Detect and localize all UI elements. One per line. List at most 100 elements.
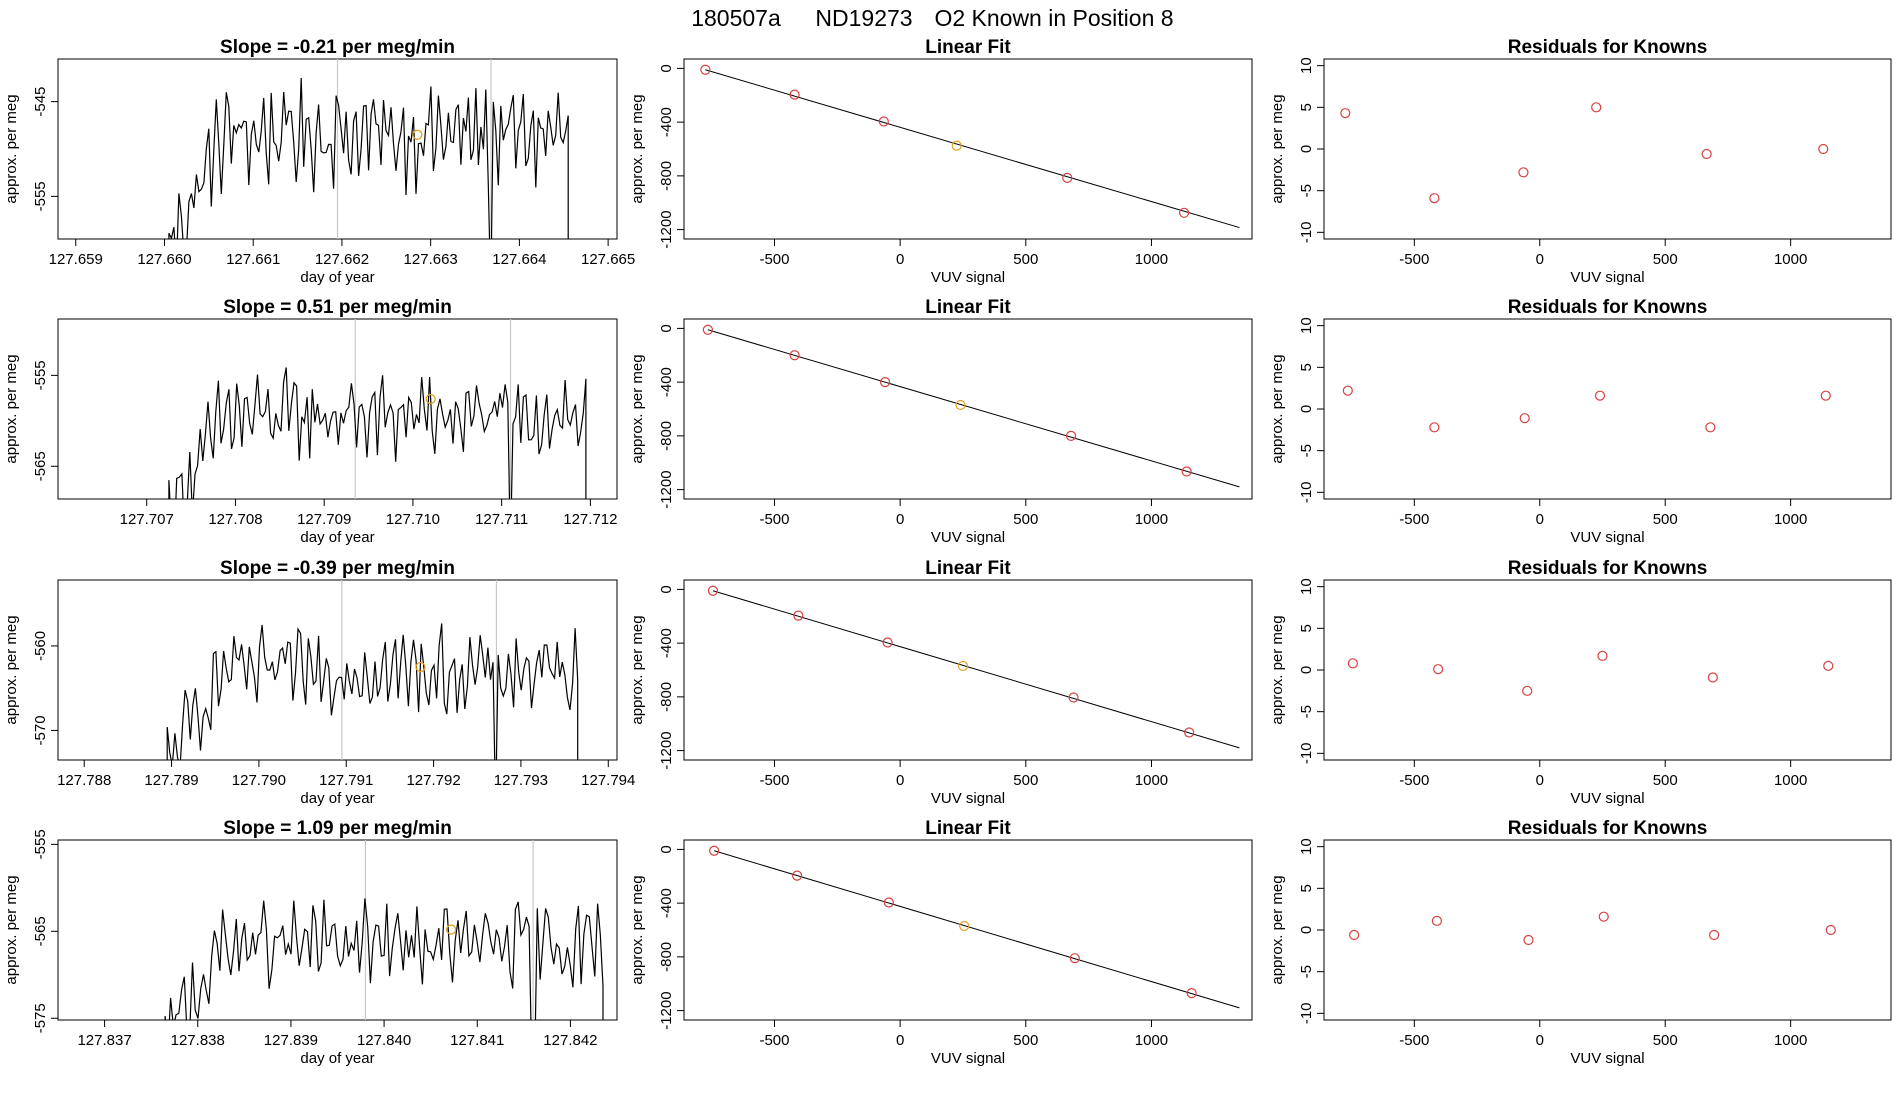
x-axis: -500 0 500 1000 [759,760,1168,789]
x-tick-label: 0 [1536,1032,1544,1049]
plot-area [1349,911,1836,946]
y-tick-label: -400 [658,107,675,137]
x-tick-label: 0 [896,772,904,789]
x-tick-label: 127.662 [315,251,369,268]
plot-frame [683,318,1253,500]
y-tick-label: -10 [1298,221,1315,243]
x-axis: -500 0 500 1000 [1399,1020,1807,1049]
y-tick-label: 0 [1298,145,1315,153]
y-tick-label: -5 [1298,444,1315,457]
known-point [1184,727,1195,738]
y-tick-label: 5 [1298,103,1315,111]
y-tick-label: -545 [32,87,49,117]
x-tick-label: -500 [759,251,789,268]
panel-title: Slope = 1.09 per meg/min [223,818,452,839]
y-tick-label: -10 [1298,481,1315,503]
x-axis: -500 0 500 1000 [1399,499,1807,528]
x-axis-label: VUV signal [931,529,1005,546]
y-tick-label: -800 [658,161,675,191]
residual-point [1431,915,1442,926]
y-tick-label: -800 [658,421,675,451]
y-tick-label: 10 [1298,57,1315,74]
y-tick-label: -400 [658,367,675,397]
x-tick-label: 1000 [1774,511,1807,528]
y-tick-label: 0 [658,64,675,72]
x-axis-label: VUV signal [1570,269,1644,286]
unknown-point [959,920,970,932]
y-axis-label: approx. per meg [1269,615,1286,724]
y-axis: 10 5 0 -5 -10 [1298,317,1324,503]
known-point [1069,953,1080,964]
panel-title: Residuals for Knowns [1508,297,1708,318]
y-tick-label: -1200 [658,470,675,508]
y-axis-label: approx. per meg [629,875,646,984]
x-tick-label: -500 [1399,251,1429,268]
y-axis: -555 -565 [32,360,58,481]
y-tick-label: -5 [1298,184,1315,197]
x-tick-label: 1000 [1774,772,1807,789]
plot-area [1347,650,1834,696]
known-point [709,845,720,856]
x-tick-label: 1000 [1135,772,1168,789]
x-tick-label: 127.791 [319,772,373,789]
sample-marker [425,393,436,405]
y-axis: 0 -400 -800 -1200 [658,585,684,770]
x-tick-label: 0 [896,511,904,528]
x-tick-label: 500 [1013,772,1038,789]
x-axis-label: VUV signal [931,269,1005,286]
residual-point [1705,422,1716,433]
residual-point [1701,148,1712,160]
y-tick-label: -555 [32,181,49,211]
residual-point [1598,911,1609,922]
panel-r4-linear-fit: Linear Fit -500 0 500 1000 VUV signal 0 -400 -80… [629,818,1253,1067]
x-tick-label: -500 [759,1032,789,1049]
y-tick-label: -555 [32,360,49,390]
known-point [1181,466,1192,477]
figure-title: 180507a ND19273 O2 Known in Position 8 [691,5,1173,31]
panel-r1-residuals: Residuals for Knowns -500 0 500 1000 VUV sign… [1269,37,1892,286]
known-point [702,324,713,335]
y-tick-label: -10 [1298,1002,1315,1024]
y-axis: 10 5 0 -5 -10 [1298,57,1324,243]
plot-area [702,324,1240,488]
x-tick-label: -500 [1399,1032,1429,1049]
x-tick-label: 127.709 [297,511,351,528]
x-axis: 127.707 127.708 127.709 127.710 127.711 127.7… [120,499,617,528]
panel-title: Linear Fit [925,297,1011,318]
y-axis-label: approx. per meg [1269,94,1286,203]
residual-point [1818,143,1829,155]
x-axis-label: day of year [300,269,374,286]
x-tick-label: 127.712 [563,511,617,528]
x-axis: 127.659 127.660 127.661 127.662 127.663 127.6… [49,239,635,268]
y-axis: 0 -400 -800 -1200 [658,324,684,509]
fit-line [705,69,1240,229]
x-axis: -500 0 500 1000 [759,499,1168,528]
plot-area [709,845,1240,1009]
x-tick-label: -500 [1399,511,1429,528]
y-axis-label: approx. per meg [1269,354,1286,463]
residual-point [1519,413,1530,424]
residual-point [1342,385,1353,396]
y-tick-label: -800 [658,942,675,972]
y-tick-label: 0 [1298,926,1315,934]
residual-point [1429,193,1440,204]
y-tick-label: 0 [658,324,675,332]
y-axis-label: approx. per meg [3,875,20,984]
known-point [789,89,800,100]
x-tick-label: 1000 [1774,251,1807,268]
x-tick-label: 127.840 [357,1032,411,1049]
plot-frame [57,579,618,761]
y-tick-label: 0 [1298,666,1315,674]
x-tick-label: 500 [1653,772,1678,789]
x-tick-label: 127.790 [232,772,286,789]
residual-point [1823,660,1834,671]
panel-title: Residuals for Knowns [1508,818,1708,839]
residual-point [1518,167,1529,178]
panel-title: Slope = -0.39 per meg/min [220,558,455,579]
y-axis-label: approx. per meg [629,354,646,463]
